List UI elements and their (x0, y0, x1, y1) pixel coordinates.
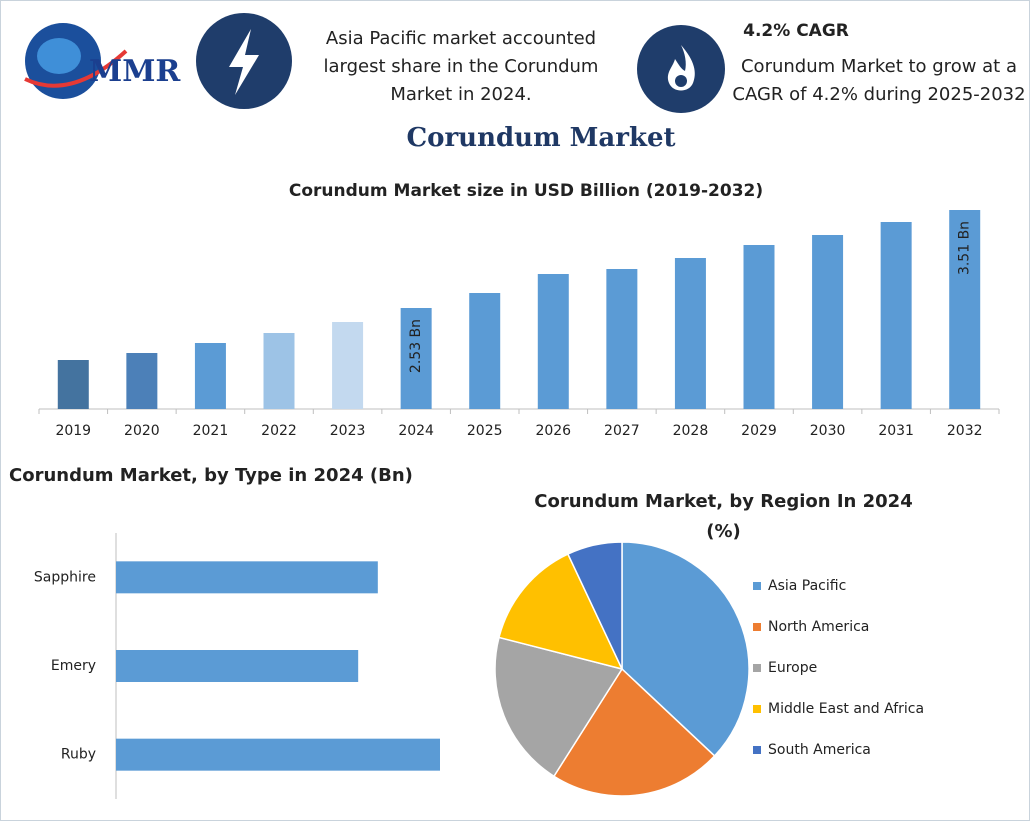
x-tick-label: 2027 (604, 423, 640, 439)
legend-swatch (753, 623, 761, 631)
x-tick-label: 2032 (947, 423, 983, 439)
bar (332, 322, 364, 409)
pie-slice (621, 541, 750, 757)
legend-label: South America (768, 742, 871, 758)
x-tick-label: 2023 (330, 423, 366, 439)
info-right-title: 4.2% CAGR (743, 21, 849, 41)
bar (126, 353, 158, 409)
info-right: Corundum Market to grow at a CAGR of 4.2… (732, 56, 1026, 105)
x-tick-label: 2029 (741, 423, 777, 439)
bar (537, 274, 569, 409)
icon-bolt (196, 13, 292, 109)
info-left: Asia Pacific market accounted largest sh… (323, 28, 599, 105)
bar (263, 333, 295, 409)
x-tick-label: 2030 (810, 423, 846, 439)
value-label: 2.53 Bn (408, 319, 424, 373)
bar (812, 235, 844, 409)
bar (949, 210, 981, 409)
logo: MMR (24, 23, 181, 99)
page-title: Corundum Market (406, 123, 676, 153)
bar (606, 269, 638, 409)
bar (674, 258, 706, 409)
legend-label: Asia Pacific (768, 578, 846, 594)
bar (743, 245, 775, 409)
pie-slice (552, 667, 716, 797)
x-tick-label: 2021 (193, 423, 229, 439)
bar (116, 650, 359, 682)
icon-flame (637, 25, 725, 113)
legend-swatch (753, 705, 761, 713)
legend-label: Middle East and Africa (768, 701, 924, 717)
x-tick-label: 2026 (535, 423, 571, 439)
legend-swatch (753, 746, 761, 754)
bar (194, 343, 226, 409)
x-tick-label: 2022 (261, 423, 297, 439)
bar (469, 293, 501, 409)
x-tick-label: 2031 (878, 423, 914, 439)
pie-slice (566, 541, 623, 670)
legend-label: North America (768, 619, 869, 635)
x-tick-label: 2025 (467, 423, 503, 439)
pie-slice (498, 553, 624, 671)
bar (880, 222, 912, 409)
x-tick-label: 2019 (55, 423, 91, 439)
bar (57, 360, 89, 409)
logo-text: MMR (89, 54, 181, 89)
value-label: 3.51 Bn (957, 221, 973, 275)
x-tick-label: 2028 (673, 423, 709, 439)
pie-slice (494, 636, 624, 778)
chart-title: Corundum Market, by Type in 2024 (Bn) (9, 465, 413, 486)
bar (116, 561, 378, 594)
x-tick-label: 2024 (398, 423, 434, 439)
bar (400, 308, 432, 409)
chart-title: Corundum Market size in USD Billion (201… (288, 181, 764, 201)
legend-swatch (753, 664, 761, 672)
legend-label: Europe (768, 660, 817, 676)
y-tick-label: Emery (51, 658, 96, 674)
y-tick-label: Sapphire (34, 569, 96, 585)
x-tick-label: 2020 (124, 423, 160, 439)
y-tick-label: Ruby (61, 747, 96, 763)
bar (116, 738, 440, 771)
chart-title: Corundum Market, by Region In 2024 (%) (534, 491, 913, 542)
legend-swatch (753, 582, 761, 590)
